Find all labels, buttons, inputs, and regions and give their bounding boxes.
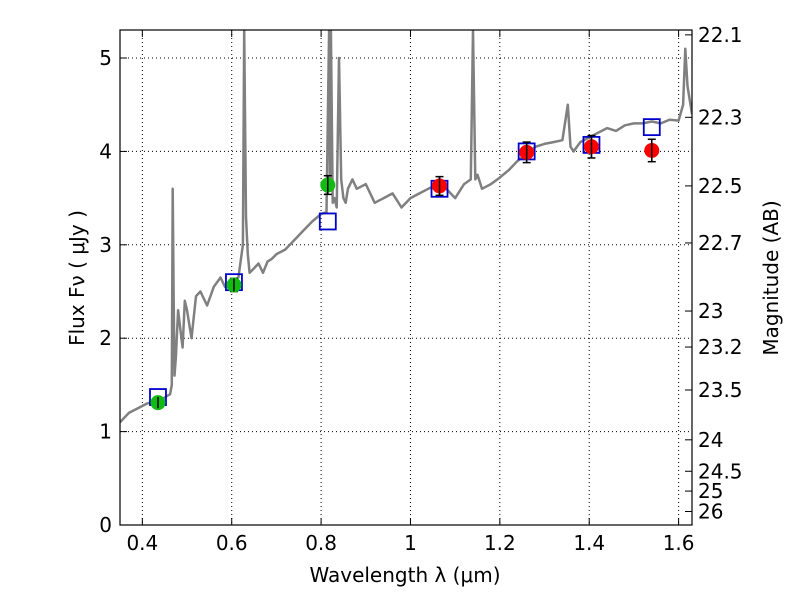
x-tick-label: 0.8 bbox=[305, 531, 337, 555]
mag-tick-label: 22.3 bbox=[698, 105, 743, 129]
spectrum-layer bbox=[120, 30, 692, 424]
x-tick-label: 1.6 bbox=[663, 531, 695, 555]
model-spectrum-line bbox=[120, 30, 692, 424]
mag-tick-label: 22.7 bbox=[698, 231, 743, 255]
photometry-layer bbox=[149, 118, 661, 411]
mag-tick-label: 24 bbox=[698, 428, 723, 452]
axis-ticks: 0.4 0.6 0.8 1 1.2 1.4 1.601234522.122.322.522.… bbox=[99, 23, 742, 555]
mag-tick-label: 23.2 bbox=[698, 335, 743, 359]
x-tick-label: 1 bbox=[404, 531, 417, 555]
model-photometry-square bbox=[642, 118, 661, 137]
y-tick-label: 4 bbox=[99, 139, 112, 163]
x-tick-label: 1.4 bbox=[573, 531, 605, 555]
mag-tick-label: 25 bbox=[698, 479, 723, 503]
mag-tick-label: 23 bbox=[698, 299, 723, 323]
mag-tick-label: 26 bbox=[698, 500, 723, 524]
y-tick-label: 3 bbox=[99, 233, 112, 257]
x-tick-label: 0.4 bbox=[126, 531, 158, 555]
x-tick-label: 0.6 bbox=[216, 531, 248, 555]
y-tick-label: 0 bbox=[99, 513, 112, 537]
mag-tick-label: 22.5 bbox=[698, 174, 743, 198]
model-photometry-square bbox=[318, 212, 337, 231]
x-axis-label: Wavelength λ (μm) bbox=[309, 563, 500, 587]
plot-frame bbox=[119, 29, 693, 526]
x-tick-label: 1.2 bbox=[484, 531, 516, 555]
mag-tick-label: 24.5 bbox=[698, 459, 743, 483]
mag-tick-label: 23.5 bbox=[698, 378, 743, 402]
y-axis-label: Flux Fν ( μJy ) bbox=[65, 210, 89, 346]
y-tick-label: 2 bbox=[99, 326, 112, 350]
y-tick-label: 1 bbox=[99, 420, 112, 444]
right-axis-label: Magnitude (AB) bbox=[759, 200, 783, 355]
y-tick-label: 5 bbox=[99, 46, 112, 70]
grid-lines bbox=[120, 30, 692, 526]
mag-tick-label: 22.1 bbox=[698, 23, 743, 47]
